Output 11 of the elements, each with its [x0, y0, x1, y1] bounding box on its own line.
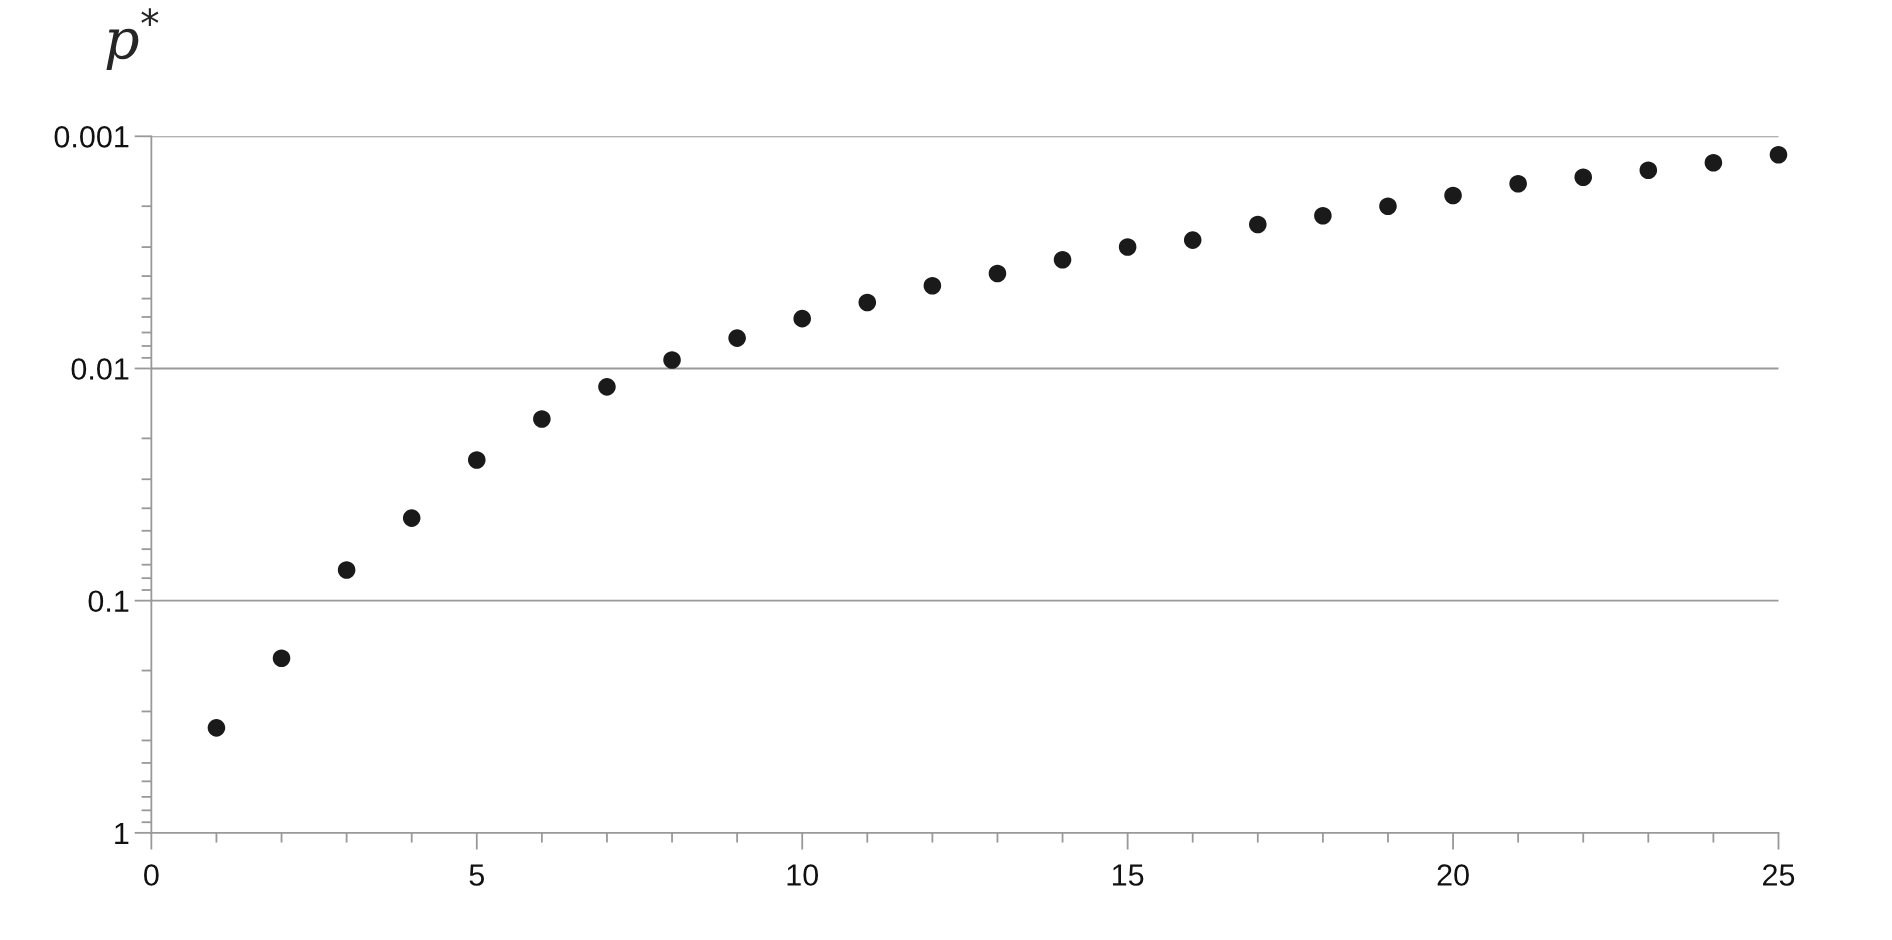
y-tick-label: 1 — [115, 822, 129, 844]
x-tick-label: 25 — [1763, 864, 1795, 886]
y-axis-title: p$^{*}$ — [106, 8, 159, 70]
y-tick-label: 0.01 — [71, 358, 129, 380]
x-tick-label: 10 — [787, 864, 819, 886]
x-tick-label: 0 — [144, 864, 159, 886]
y-tick-label: 0.001 — [54, 126, 129, 148]
x-tick-label: 5 — [469, 864, 484, 886]
x-tick-label: 15 — [1112, 864, 1144, 886]
x-tick-label: 20 — [1437, 864, 1469, 886]
y-tick-label: 0.1 — [88, 590, 129, 613]
